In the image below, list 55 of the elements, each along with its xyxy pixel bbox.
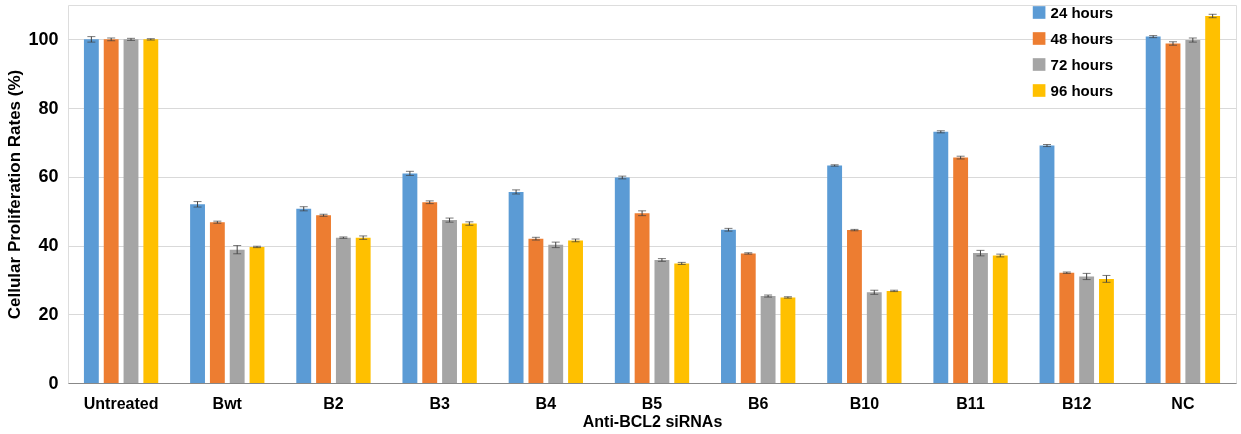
- bar: [568, 240, 583, 383]
- bar: [103, 39, 119, 383]
- legend-label: 48 hours: [1050, 29, 1114, 47]
- bar: [229, 249, 245, 383]
- y-tick-label: 0: [48, 372, 59, 393]
- bar: [721, 229, 736, 383]
- bar: [886, 290, 902, 383]
- y-tick-label: 40: [38, 235, 59, 256]
- bar: [461, 223, 477, 383]
- bar: [654, 259, 670, 383]
- bar: [674, 263, 690, 383]
- bar: [143, 39, 159, 383]
- x-tick-label: NC: [1171, 394, 1195, 412]
- bar: [316, 215, 331, 383]
- x-tick-label: B3: [429, 394, 450, 412]
- x-tick-label: B6: [747, 394, 769, 412]
- legend-label: 72 hours: [1050, 55, 1114, 73]
- bar: [740, 253, 756, 383]
- bar: [847, 230, 862, 383]
- bar: [123, 39, 139, 383]
- bar: [249, 246, 265, 383]
- bar: [528, 238, 544, 383]
- x-axis-title: Anti-BCL2 siRNAs: [582, 412, 723, 430]
- bar: [296, 208, 312, 383]
- bar: [335, 237, 351, 383]
- bar: [780, 297, 796, 383]
- bar: [953, 157, 969, 383]
- x-tick-label: Bwt: [212, 394, 243, 412]
- bar: [355, 237, 371, 383]
- x-tick-label: Untreated: [83, 394, 159, 412]
- y-tick-label: 100: [28, 28, 59, 49]
- x-tick-label: B11: [956, 394, 985, 412]
- bar: [827, 165, 843, 383]
- x-tick-label: B12: [1062, 394, 1092, 412]
- legend-label: 96 hours: [1050, 81, 1114, 99]
- bar: [209, 222, 225, 383]
- x-tick-label: B2: [323, 394, 344, 412]
- y-tick-label: 20: [38, 303, 59, 324]
- bar: [614, 177, 630, 383]
- x-tick-label: B5: [641, 394, 663, 412]
- bar: [1165, 43, 1181, 383]
- y-tick-label: 60: [38, 166, 59, 187]
- y-axis-title: Cellular Proliferation Rates (%): [5, 69, 25, 320]
- bar: [933, 131, 949, 383]
- legend-label: 24 hours: [1050, 3, 1114, 21]
- bar: [422, 202, 438, 383]
- bar: [760, 296, 776, 383]
- bar: [1145, 36, 1161, 383]
- bar: [508, 191, 524, 383]
- bar: [992, 255, 1008, 383]
- bar: [1059, 272, 1075, 383]
- x-tick-label: B10: [849, 394, 880, 412]
- bar: [1039, 145, 1055, 383]
- x-tick-label: B4: [535, 394, 557, 412]
- y-tick-label: 80: [38, 97, 59, 118]
